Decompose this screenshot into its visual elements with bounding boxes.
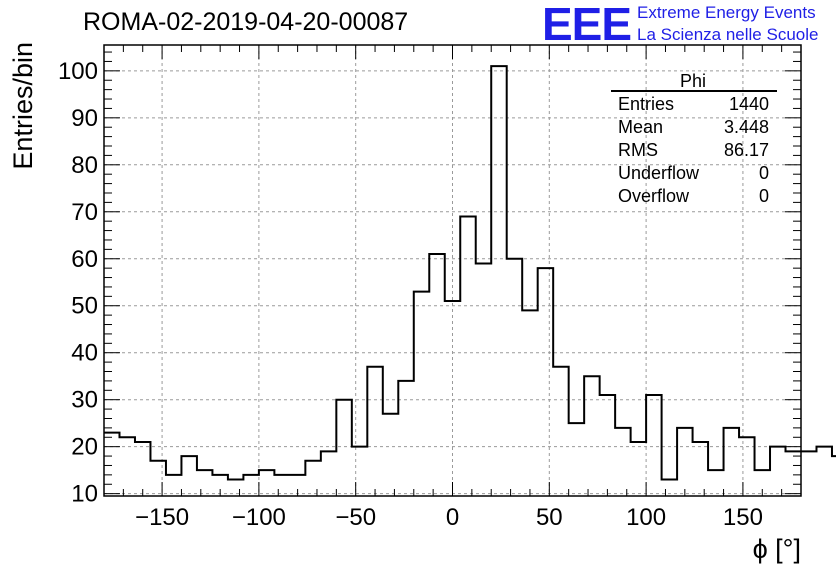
eee-logo-line2: La Scienza nelle Scuole <box>637 25 819 44</box>
x-axis-title: ϕ [°] <box>753 534 801 564</box>
stats-row-label: Mean <box>618 117 663 137</box>
axis-ticks <box>103 45 802 496</box>
x-tick-label: 0 <box>446 504 459 531</box>
x-tick-label: −50 <box>335 504 376 531</box>
stats-row-value: 0 <box>759 163 769 183</box>
y-tick-label: 20 <box>71 434 98 461</box>
y-axis-title: Entries/bin <box>8 42 38 170</box>
x-tick-label: 100 <box>626 504 666 531</box>
y-tick-label: 80 <box>71 152 98 179</box>
grid-lines <box>104 45 801 496</box>
y-tick-label: 50 <box>71 293 98 320</box>
stats-box-rows: Entries 1440 Mean 3.448 RMS 86.17 Underflow 0 Ov… <box>618 94 769 206</box>
stats-box: Phi Entries 1440 Mean 3.448 RMS 86.17 Underflo… <box>611 71 777 206</box>
eee-logo-line1: Extreme Energy Events <box>637 3 816 22</box>
y-tick-labels: 10 20 30 40 50 60 70 80 90 100 <box>58 58 98 508</box>
y-tick-label: 30 <box>71 387 98 414</box>
stats-row-label: Entries <box>618 94 674 114</box>
y-tick-label: 10 <box>71 481 98 508</box>
x-tick-labels: −150 −100 −50 0 50 100 150 <box>135 504 763 531</box>
stats-row-value: 86.17 <box>724 140 769 160</box>
stats-row-value: 0 <box>759 186 769 206</box>
stats-row-label: Overflow <box>618 186 690 206</box>
histogram-outline <box>104 65 836 481</box>
y-tick-label: 60 <box>71 246 98 273</box>
stats-box-title: Phi <box>680 71 706 91</box>
stats-row-value: 3.448 <box>724 117 769 137</box>
y-tick-label: 40 <box>71 340 98 367</box>
x-tick-label: 50 <box>536 504 563 531</box>
y-tick-label: 70 <box>71 199 98 226</box>
eee-logo: EEE <box>542 0 632 50</box>
x-tick-label: −100 <box>232 504 286 531</box>
x-tick-label: −150 <box>135 504 189 531</box>
y-tick-label: 100 <box>58 58 98 85</box>
plot-title: ROMA-02-2019-04-20-00087 <box>83 8 409 36</box>
y-tick-label: 90 <box>71 105 98 132</box>
stats-row-label: Underflow <box>618 163 700 183</box>
stats-row-label: RMS <box>618 140 658 160</box>
x-tick-label: 150 <box>723 504 763 531</box>
stats-row-value: 1440 <box>729 94 769 114</box>
